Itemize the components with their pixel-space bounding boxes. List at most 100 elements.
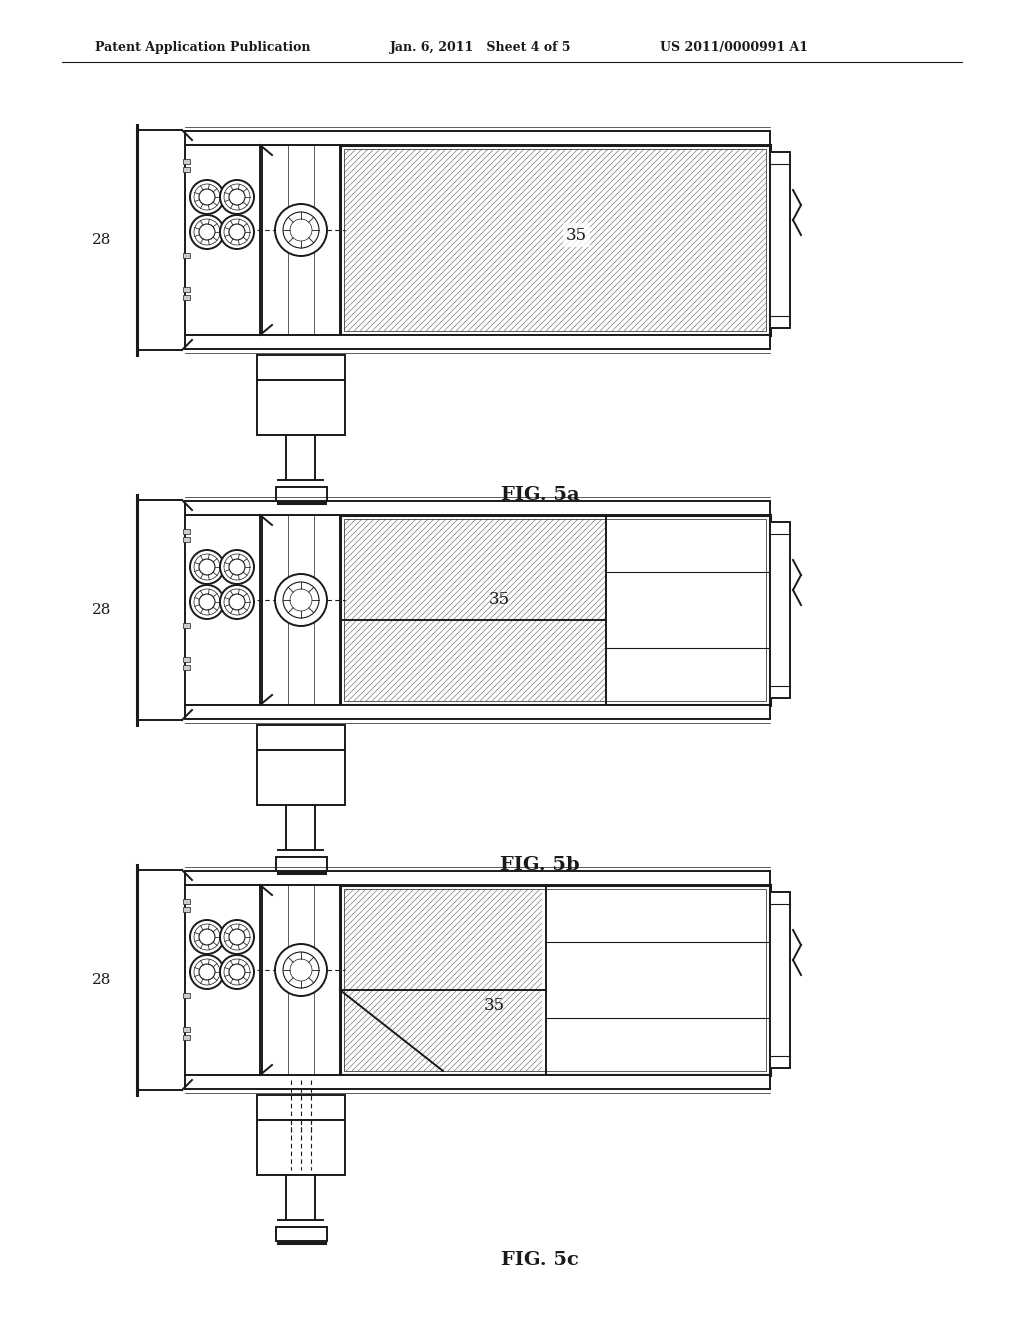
Bar — [340, 145, 770, 335]
Bar — [276, 487, 327, 502]
Bar — [183, 907, 190, 912]
Bar — [185, 1074, 770, 1089]
Bar — [183, 1027, 190, 1032]
Circle shape — [283, 582, 319, 618]
Circle shape — [229, 964, 245, 979]
Text: Patent Application Publication: Patent Application Publication — [95, 41, 310, 54]
Bar — [183, 899, 190, 904]
Circle shape — [229, 558, 245, 576]
Text: 28: 28 — [92, 603, 112, 616]
Bar — [185, 335, 770, 348]
Bar — [183, 158, 190, 164]
Text: FIG. 5b: FIG. 5b — [500, 855, 580, 874]
Bar — [183, 665, 190, 671]
Bar — [344, 149, 766, 331]
Bar — [257, 1096, 345, 1119]
Bar — [344, 519, 766, 701]
Bar — [185, 515, 260, 705]
Text: 28: 28 — [92, 973, 112, 987]
Circle shape — [199, 224, 215, 240]
Bar — [183, 657, 190, 663]
Circle shape — [275, 205, 327, 256]
Circle shape — [190, 954, 224, 989]
Text: 35: 35 — [566, 227, 587, 243]
Circle shape — [220, 920, 254, 954]
Bar — [262, 145, 340, 335]
Bar — [183, 993, 190, 998]
Bar — [185, 502, 770, 515]
Text: Jan. 6, 2011   Sheet 4 of 5: Jan. 6, 2011 Sheet 4 of 5 — [390, 41, 571, 54]
Bar — [183, 294, 190, 300]
Bar — [183, 253, 190, 257]
Text: 35: 35 — [484, 997, 505, 1014]
Circle shape — [194, 183, 220, 210]
Bar — [276, 857, 327, 871]
Bar — [183, 168, 190, 172]
Bar — [262, 515, 340, 705]
Circle shape — [220, 954, 254, 989]
Circle shape — [190, 920, 224, 954]
Bar — [770, 892, 790, 1068]
Circle shape — [220, 180, 254, 214]
Circle shape — [190, 215, 224, 249]
Circle shape — [290, 589, 312, 611]
Circle shape — [224, 960, 250, 985]
Circle shape — [194, 219, 220, 246]
Circle shape — [194, 924, 220, 950]
Bar — [770, 521, 790, 698]
Bar — [276, 1228, 327, 1241]
Text: FIG. 5a: FIG. 5a — [501, 486, 580, 504]
Circle shape — [199, 929, 215, 945]
Bar — [262, 884, 340, 1074]
Bar — [257, 355, 345, 380]
Circle shape — [275, 944, 327, 997]
Circle shape — [290, 219, 312, 242]
Circle shape — [190, 585, 224, 619]
Circle shape — [224, 219, 250, 246]
Circle shape — [190, 180, 224, 214]
Text: FIG. 5c: FIG. 5c — [501, 1251, 579, 1269]
Circle shape — [220, 215, 254, 249]
Text: US 2011/0000991 A1: US 2011/0000991 A1 — [660, 41, 808, 54]
Bar — [770, 152, 790, 327]
Circle shape — [229, 594, 245, 610]
Bar — [185, 705, 770, 719]
Circle shape — [224, 183, 250, 210]
Circle shape — [220, 585, 254, 619]
Bar — [183, 286, 190, 292]
Bar — [344, 888, 766, 1071]
Circle shape — [224, 554, 250, 579]
Circle shape — [283, 213, 319, 248]
Bar — [183, 1035, 190, 1040]
Bar — [340, 515, 770, 705]
Text: 28: 28 — [92, 234, 112, 247]
Bar — [257, 725, 345, 750]
Circle shape — [194, 554, 220, 579]
Bar — [185, 131, 770, 145]
Circle shape — [224, 589, 250, 615]
Circle shape — [199, 964, 215, 979]
Circle shape — [283, 952, 319, 987]
Bar — [183, 537, 190, 543]
Circle shape — [199, 594, 215, 610]
Circle shape — [220, 550, 254, 583]
Text: 35: 35 — [489, 591, 510, 609]
Bar — [340, 884, 770, 1074]
Circle shape — [290, 960, 312, 981]
Bar — [257, 1119, 345, 1175]
Circle shape — [229, 224, 245, 240]
Circle shape — [229, 189, 245, 205]
Circle shape — [224, 924, 250, 950]
Bar — [185, 884, 260, 1074]
Circle shape — [275, 574, 327, 626]
Circle shape — [229, 929, 245, 945]
Circle shape — [194, 960, 220, 985]
Bar — [257, 380, 345, 436]
Circle shape — [194, 589, 220, 615]
Bar — [185, 145, 260, 335]
Circle shape — [199, 189, 215, 205]
Circle shape — [199, 558, 215, 576]
Bar — [185, 871, 770, 884]
Bar — [257, 750, 345, 805]
Bar — [183, 529, 190, 535]
